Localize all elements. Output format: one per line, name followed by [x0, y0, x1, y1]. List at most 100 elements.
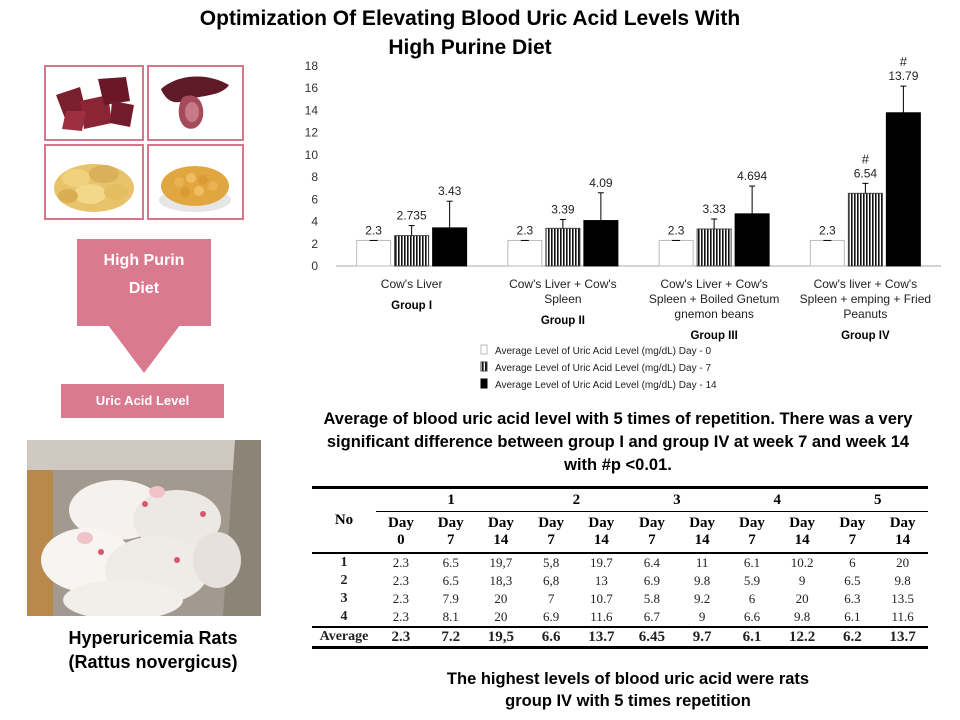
table-cell: 5,8 [543, 555, 560, 570]
uric-acid-bar-chart: 0 2 4 6 8 10 12 14 16 18 2.3 2.735 3.43 Cow's Liver Gr… [305, 56, 941, 391]
category-label: Cow's Liver + Cow's [509, 277, 617, 291]
data-label: 3.39 [551, 202, 575, 216]
table-cell: 19,7 [489, 555, 513, 570]
group-label: Group IV [841, 330, 890, 342]
group-label: Group I [391, 300, 432, 312]
data-label: 2.3 [517, 223, 534, 237]
bottom-caption-line-1: The highest levels of blood uric acid we… [446, 670, 810, 688]
row-number: 1 [340, 555, 348, 570]
average-row: Average 2.3 7.2 19,5 6.6 13.7 6.45 9.7 6.1 12.2 6.… [312, 626, 928, 649]
rats-caption-line-2: (Rattus novergicus) [68, 652, 238, 672]
table-cell: 6.9 [643, 573, 661, 588]
bar [432, 227, 468, 267]
table-cell: 9.8 [694, 573, 711, 588]
y-tick-label: 6 [311, 192, 318, 206]
table-cell: 20 [795, 591, 809, 606]
category-label: Spleen + Boiled Gnetum [649, 292, 779, 306]
group-label: Group II [541, 315, 585, 327]
table-cell: 2.3 [392, 609, 410, 624]
table-cell: 6.5 [442, 573, 459, 588]
table-cell: 2.3 [392, 555, 410, 570]
data-label: 2.3 [819, 223, 836, 237]
day-header: Day 7 [626, 511, 678, 554]
table-cell: 5.8 [643, 591, 661, 606]
no-header: No [312, 486, 376, 554]
chart-caption: Average of blood uric acid level with 5 … [323, 410, 913, 474]
table-cell: 10.2 [790, 555, 814, 570]
table-cell: 9 [798, 573, 806, 588]
table-cell: 6.45 [626, 626, 678, 649]
uric-acid-level-box: Uric Acid Level [61, 384, 224, 418]
table-cell: 11.6 [590, 609, 613, 624]
category-label: gnemon beans [674, 307, 753, 321]
title-line-2: High Purine Diet [388, 36, 552, 59]
table-cell: 6.1 [743, 555, 761, 570]
food-photo-spleen [147, 65, 244, 141]
category-label: Spleen + emping + Fried [800, 292, 931, 306]
table-cell: 6 [849, 555, 856, 570]
table-row: 1 2.3 6.5 19,7 5,8 19.7 6.4 11 6.1 10.2 6 20 [312, 553, 928, 572]
diet-label-line-1: High Purin [103, 252, 185, 269]
table-cell: 13.7 [576, 626, 627, 649]
y-tick-label: 4 [311, 215, 318, 229]
table-cell: 6.3 [844, 591, 861, 606]
day-header: Day 7 [727, 511, 777, 554]
legend-swatch [480, 344, 488, 355]
y-tick-label: 2 [311, 237, 318, 251]
y-tick-label: 18 [305, 59, 319, 73]
y-tick-label: 12 [305, 126, 319, 140]
significance-marker: # [862, 151, 870, 166]
group-header: 3 [626, 486, 728, 512]
table-cell: 6.4 [643, 555, 661, 570]
category-label: Spleen [544, 292, 581, 306]
bottom-caption: The highest levels of blood uric acid we… [398, 668, 858, 712]
y-tick-label: 0 [311, 259, 318, 273]
day-header: Day 7 [526, 511, 577, 554]
table-cell: 13.7 [877, 626, 928, 649]
group-header: 5 [827, 486, 928, 512]
rats-caption-line-1: Hyperuricemia Rats [68, 628, 238, 648]
table-cell: 6.1 [727, 626, 777, 649]
day-header: Day 14 [677, 511, 728, 554]
table-cell: 11.6 [891, 609, 914, 624]
day-header: Day 7 [425, 511, 476, 554]
table-cell: 19.7 [589, 555, 613, 570]
category-label: Cow's liver + Cow's [814, 277, 918, 291]
data-label: 2.735 [397, 209, 427, 223]
hyperuricemia-rats-photo [27, 440, 261, 616]
table-cell: 12.2 [776, 626, 828, 649]
bar [885, 112, 921, 267]
bar [545, 227, 581, 267]
group-label: Group III [690, 330, 737, 342]
y-tick-label: 16 [305, 81, 319, 95]
group-header: 1 [376, 486, 527, 512]
bar [658, 239, 694, 267]
rats-caption: Hyperuricemia Rats (Rattus novergicus) [38, 626, 268, 674]
day-header: Day 14 [576, 511, 627, 554]
table-cell: 13 [594, 573, 608, 588]
table-cell: 2.3 [392, 573, 410, 588]
table-cell: 20 [494, 609, 508, 624]
legend-swatch [480, 378, 488, 389]
bar [583, 220, 619, 267]
table-cell: 13.5 [891, 591, 914, 606]
data-label: 4.09 [589, 176, 613, 190]
data-label: 2.3 [668, 223, 685, 237]
table-cell: 6 [748, 591, 756, 606]
day-header: Day 7 [827, 511, 878, 554]
food-photo-peanuts [147, 144, 244, 220]
table-cell: 18,3 [489, 573, 513, 588]
table-cell: 7.9 [442, 591, 459, 606]
data-label: 3.43 [438, 184, 462, 198]
bar [696, 228, 732, 267]
table-cell: 19,5 [475, 626, 527, 649]
day-header: Day 14 [475, 511, 527, 554]
legend-label: Average Level of Uric Acid Level (mg/dL)… [495, 380, 717, 391]
table-cell: 5.9 [743, 573, 761, 588]
food-photo-emping-chips [44, 144, 144, 220]
food-photo-liver [44, 65, 144, 141]
group-header: 4 [727, 486, 828, 512]
row-number: Average [312, 626, 376, 649]
uric-acid-table: No 1 2 3 4 5 Day 0 Day 7 Day 14 Day 7 Day 14 Day 7 Day 14 D… [312, 486, 928, 649]
data-label: 6.54 [854, 166, 878, 180]
